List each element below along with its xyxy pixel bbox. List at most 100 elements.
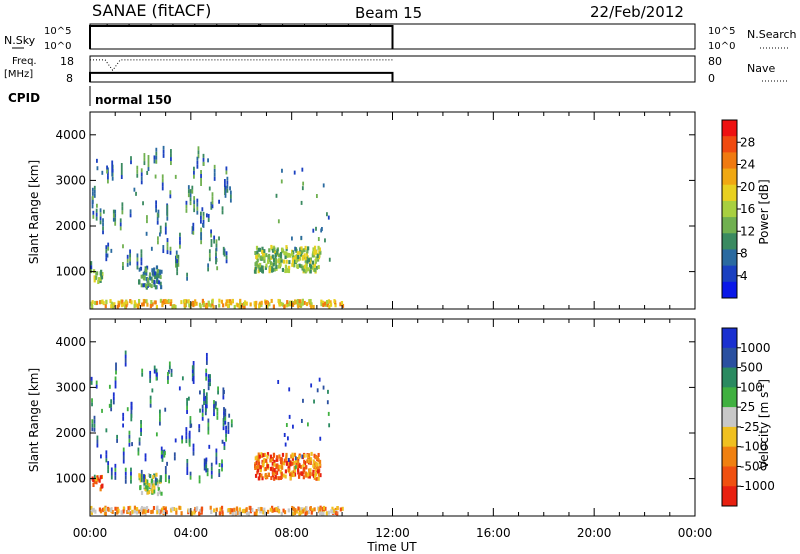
heatmap-cell — [128, 434, 131, 439]
heatmap-cell — [195, 301, 198, 306]
heatmap-cell — [222, 250, 225, 255]
heatmap-cell — [192, 379, 195, 384]
heatmap-cell — [140, 261, 143, 266]
heatmap-cell — [129, 249, 131, 254]
heatmap-cell — [279, 256, 283, 261]
heatmap-cell — [107, 179, 109, 184]
heatmap-cell — [309, 468, 312, 473]
heatmap-cell — [129, 505, 132, 510]
heatmap-cell — [238, 507, 242, 512]
heatmap-cell — [121, 299, 124, 304]
heatmap-cell — [93, 427, 96, 432]
heatmap-cell — [155, 200, 158, 205]
heatmap-cell — [200, 169, 202, 174]
heatmap-cell — [303, 248, 306, 253]
heatmap-cell — [223, 179, 226, 184]
heatmap-cell — [211, 196, 214, 201]
heatmap-cell — [316, 456, 319, 461]
heatmap-cell — [287, 508, 290, 513]
heatmap-cell — [145, 271, 148, 276]
heatmap-cell — [140, 469, 143, 474]
heatmap-cell — [222, 395, 225, 400]
heatmap-cell — [155, 159, 158, 164]
heatmap-cell — [289, 460, 292, 465]
heatmap-cell — [205, 360, 208, 365]
heatmap-cell — [91, 402, 93, 407]
heatmap-cell — [154, 174, 157, 179]
heatmap-cell — [112, 213, 115, 218]
heatmap-cell — [146, 170, 149, 175]
heatmap-cell — [223, 407, 225, 412]
heatmap-cell — [310, 383, 313, 388]
heatmap-cell — [314, 258, 317, 263]
heatmap-cell — [313, 251, 316, 256]
heatmap-cell — [309, 267, 312, 272]
heatmap-cell — [150, 478, 154, 483]
heatmap-cell — [311, 251, 315, 256]
heatmap-cell — [222, 387, 225, 392]
heatmap-cell — [202, 157, 205, 162]
heatmap-cell — [302, 268, 306, 273]
heatmap-cell — [155, 472, 158, 477]
heatmap-cell — [215, 460, 218, 465]
heatmap-cell — [100, 275, 103, 280]
heatmap-cell — [209, 382, 211, 387]
heatmap-cell — [331, 510, 334, 515]
heatmap-cell — [209, 505, 212, 510]
heatmap-cell — [306, 453, 309, 458]
heatmap-cell — [91, 191, 94, 196]
heatmap-cell — [272, 453, 276, 458]
heatmap-cell — [300, 249, 304, 254]
heatmap-cell — [201, 207, 204, 212]
heatmap-cell — [307, 422, 309, 427]
heatmap-cell — [201, 298, 205, 303]
heatmap-cell — [147, 155, 150, 160]
heatmap-cell — [317, 472, 321, 477]
heatmap-cell — [263, 258, 266, 263]
heatmap-cell — [312, 469, 315, 474]
colorbar-tick-label: -1000 — [740, 479, 775, 493]
station-title: SANAE (fitACF) — [92, 1, 211, 20]
heatmap-cell — [257, 457, 260, 462]
heatmap-cell — [283, 432, 286, 437]
heatmap-cell — [266, 454, 269, 459]
heatmap-cell — [161, 178, 164, 183]
heatmap-cell — [164, 470, 167, 475]
heatmap-cell — [208, 302, 211, 307]
time-tick-label: 04:00 — [174, 526, 209, 540]
heatmap-cell — [95, 271, 98, 276]
heatmap-cell — [271, 456, 274, 461]
heatmap-cell — [319, 473, 322, 478]
heatmap-cell — [95, 480, 98, 485]
heatmap-cell — [141, 302, 144, 307]
heatmap-cell — [143, 283, 146, 288]
heatmap-cell — [321, 226, 323, 231]
heatmap-cell — [322, 183, 325, 188]
y-tick-label: 1000 — [55, 265, 86, 279]
heatmap-cell — [159, 413, 161, 418]
heatmap-cell — [216, 407, 219, 412]
heatmap-cell — [141, 473, 144, 478]
heatmap-cell — [188, 303, 191, 308]
heatmap-cell — [102, 222, 104, 227]
heatmap-cell — [284, 474, 287, 479]
heatmap-cell — [309, 264, 313, 269]
heatmap-cell — [280, 258, 283, 263]
heatmap-cell — [148, 272, 152, 277]
heatmap-cell — [135, 303, 138, 308]
heatmap-cell — [154, 477, 157, 482]
heatmap-cell — [91, 508, 94, 513]
heatmap-cell — [293, 263, 296, 268]
heatmap-cell — [302, 265, 305, 270]
heatmap-cell — [277, 379, 280, 384]
heatmap-cell — [275, 457, 278, 462]
heatmap-cell — [154, 300, 157, 305]
heatmap-cell — [258, 454, 261, 459]
heatmap-cell — [101, 507, 105, 512]
heatmap-cell — [222, 391, 225, 396]
heatmap-cell — [297, 257, 300, 262]
heatmap-cell — [109, 507, 113, 512]
heatmap-cell — [253, 301, 256, 306]
heatmap-cell — [188, 508, 191, 513]
heatmap-cell — [223, 415, 225, 420]
